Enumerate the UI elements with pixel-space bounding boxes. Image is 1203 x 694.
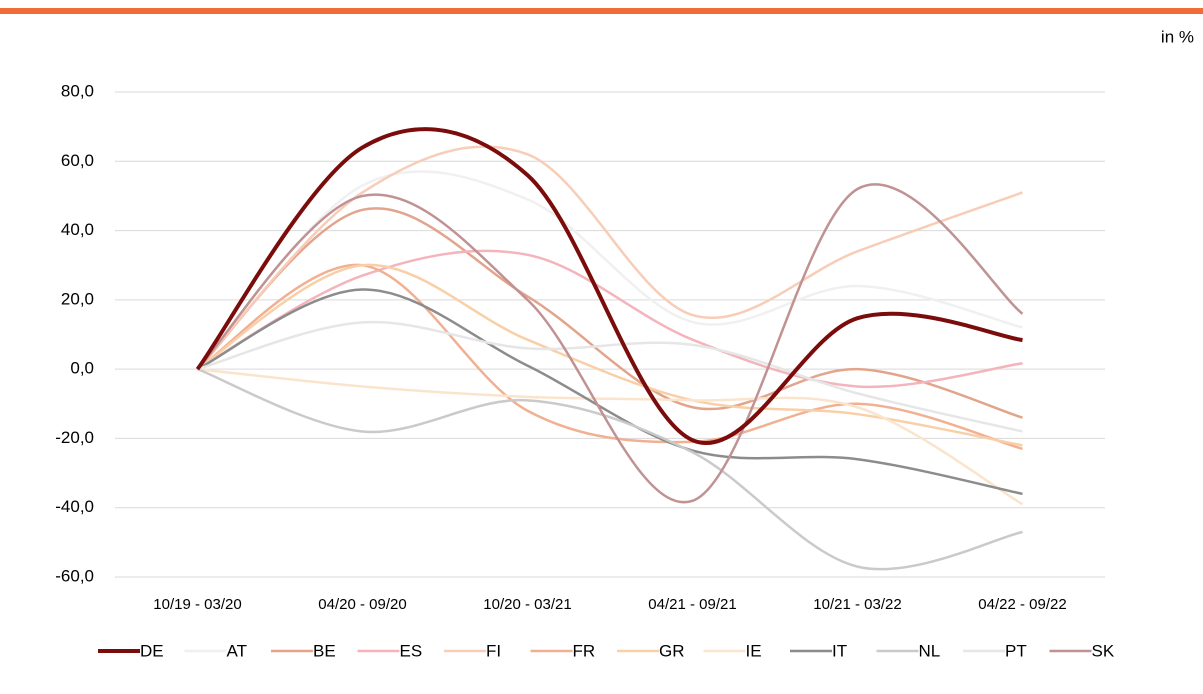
series-line: [196, 145, 1023, 370]
series-line: [196, 170, 1023, 370]
series-line: [196, 183, 1024, 504]
y-tick-label: 0,0: [70, 359, 94, 378]
legend-label: AT: [227, 641, 247, 660]
series-line: [197, 320, 1023, 433]
y-tick-label: -40,0: [55, 497, 94, 516]
series-line: [196, 263, 1023, 451]
legend-label: FR: [573, 641, 596, 660]
series-line: [197, 367, 1024, 506]
legend-label: PT: [1005, 641, 1027, 660]
y-tick-label: 60,0: [61, 151, 94, 170]
series-line: [196, 288, 1023, 496]
x-tick-label: 10/19 - 03/20: [153, 596, 241, 613]
legend-label: NL: [919, 641, 941, 660]
legend-label: DE: [140, 641, 164, 660]
y-tick-label: 40,0: [61, 220, 94, 239]
x-tick-label: 04/20 - 09/20: [318, 596, 406, 613]
y-tick-label: -20,0: [55, 428, 94, 447]
x-tick-label: 10/21 - 03/22: [813, 596, 901, 613]
legend-label: GR: [659, 641, 685, 660]
series-line: [195, 127, 1023, 445]
y-tick-label: -60,0: [55, 566, 94, 585]
legend-label: SK: [1092, 641, 1115, 660]
x-tick-label: 04/22 - 09/22: [978, 596, 1066, 613]
x-tick-label: 04/21 - 09/21: [648, 596, 736, 613]
series-line: [197, 367, 1023, 571]
y-tick-label: 20,0: [61, 289, 94, 308]
series-line: [196, 249, 1023, 389]
top-bar: [0, 8, 1203, 14]
unit-label: in %: [1161, 27, 1194, 46]
y-tick-label: 80,0: [61, 81, 94, 100]
legend-label: IT: [832, 641, 847, 660]
legend-label: BE: [313, 641, 336, 660]
legend-label: IE: [746, 641, 762, 660]
series-line: [196, 263, 1023, 447]
x-tick-label: 10/20 - 03/21: [483, 596, 571, 613]
legend-label: ES: [400, 641, 423, 660]
legend-label: FI: [486, 641, 501, 660]
